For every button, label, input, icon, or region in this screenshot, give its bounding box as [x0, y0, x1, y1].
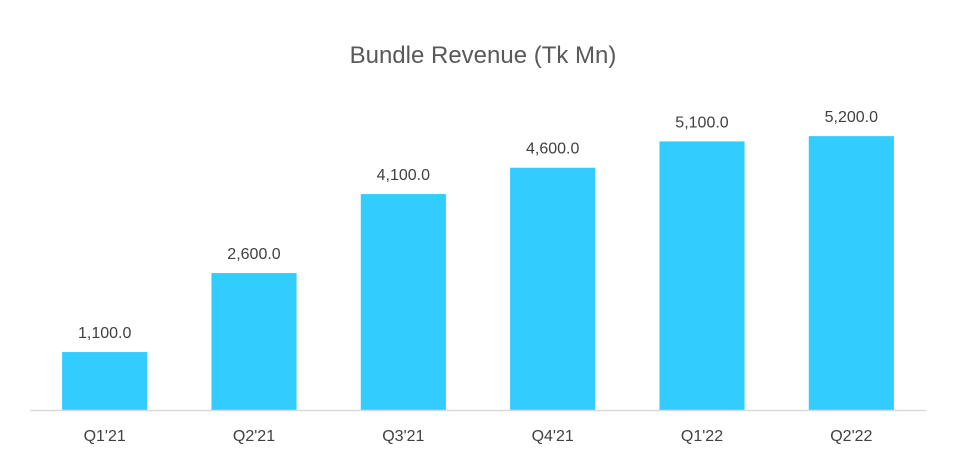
chart-title: Bundle Revenue (Tk Mn): [349, 42, 617, 69]
x-tick-labels: Q1'21 Q2'21 Q3'21 Q4'21 Q1'22 Q2'22: [84, 428, 873, 445]
bar-2: [360, 194, 446, 410]
data-label-3: 4,600.0: [526, 141, 579, 158]
x-tick-label-4: Q1'22: [681, 428, 723, 445]
data-label-5: 5,200.0: [825, 109, 878, 126]
x-tick-label-1: Q2'21: [233, 428, 275, 445]
data-label-4: 5,100.0: [675, 114, 728, 131]
bars-group: 1,100.0 2,600.0 4,100.0 4,600.0 5,100.0 5,200…: [62, 109, 894, 410]
x-tick-label-0: Q1'21: [84, 428, 126, 445]
x-tick-label-2: Q3'21: [382, 428, 424, 445]
data-label-1: 2,600.0: [227, 246, 280, 263]
data-label-2: 4,100.0: [377, 167, 430, 184]
bar-0: [62, 352, 148, 410]
data-label-0: 1,100.0: [78, 325, 131, 342]
x-tick-label-5: Q2'22: [830, 428, 872, 445]
x-tick-label-3: Q4'21: [532, 428, 574, 445]
bar-1: [211, 273, 297, 410]
bar-4: [659, 141, 745, 410]
bar-3: [510, 167, 596, 410]
bar-5: [808, 136, 894, 410]
